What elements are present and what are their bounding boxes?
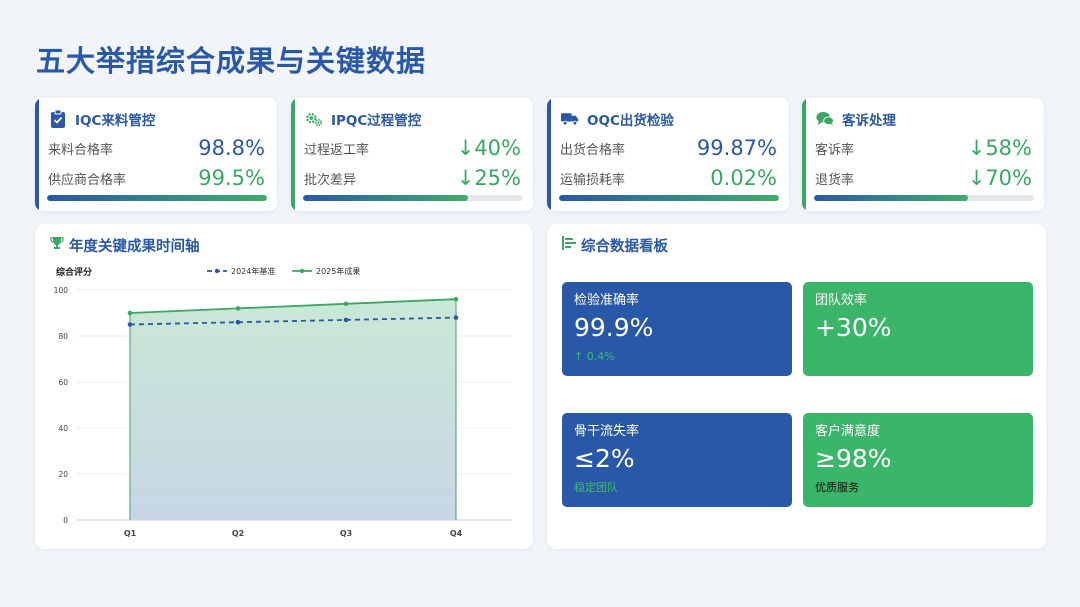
kpi-label: 来料合格率 (48, 142, 114, 158)
series-point (127, 322, 133, 327)
tile-sub: 稳定团队 (574, 481, 618, 494)
tile-label: 骨干流失率 (574, 424, 640, 439)
kpi-card-ipqc: IPQC过程管控 过程返工率 ↓40% 批次差异 ↓25% (291, 98, 533, 211)
kpi-value: ↓25% (456, 166, 521, 190)
y-tick-label: 80 (58, 332, 68, 341)
bar-list-icon (562, 236, 576, 254)
y-tick-label: 60 (58, 378, 68, 387)
series-point (453, 315, 459, 320)
kpi-card-iqc: IQC来料管控 来料合格率 98.8% 供应商合格率 99.5% (35, 98, 277, 211)
tile-sub: 优质服务 (815, 481, 859, 494)
dashboard-title: 综合数据看板 (581, 238, 668, 255)
legend-marker (299, 268, 305, 274)
x-tick-label: Q1 (124, 529, 137, 538)
x-tick-label: Q2 (232, 529, 244, 538)
kpi-title: IPQC过程管控 (331, 113, 422, 129)
x-tick-label: Q4 (450, 529, 463, 538)
kpi-progress-fill (303, 195, 468, 201)
tile-value: ≤2% (574, 444, 635, 473)
kpi-progress-fill (814, 195, 968, 201)
kpi-title: OQC出货检验 (587, 113, 674, 129)
series-point (343, 317, 349, 323)
tile-label: 团队效率 (815, 293, 868, 308)
timeline-title: 年度关键成果时间轴 (69, 238, 200, 255)
chat-bubbles-icon (816, 110, 834, 128)
tile-value: +30% (815, 313, 892, 342)
kpi-value: ↓40% (456, 136, 521, 160)
timeline-line-chart: 0 20 40 60 80 100 综合评分 Q1 Q2 Q3 Q4 2024年基准 2025年成果 (54, 266, 512, 538)
kpi-value: 99.5% (198, 166, 265, 190)
series-line (129, 298, 457, 314)
tile-value: 99.9% (574, 313, 654, 342)
gears-icon (305, 110, 323, 128)
kpi-card-oqc: OQC出货检验 出货合格率 99.87% 运输损耗率 0.02% (547, 98, 789, 211)
kpi-label: 运输损耗率 (560, 172, 626, 188)
dashboard-panel: 综合数据看板 检验准确率 99.9% ↑ 0.4% 团队效率 +30% 骨干流失… (547, 224, 1046, 549)
series-area (130, 299, 456, 520)
kpi-accent (802, 98, 806, 211)
truck-icon (561, 110, 579, 128)
kpi-label: 出货合格率 (560, 142, 626, 158)
tile-attrition-rate: 骨干流失率 ≤2% 稳定团队 (562, 413, 792, 507)
kpi-value: 0.02% (710, 166, 777, 190)
series-point (235, 306, 241, 311)
tile-value: ≥98% (815, 444, 892, 473)
kpi-label: 批次差异 (304, 172, 357, 188)
kpi-value: ↓70% (967, 166, 1032, 190)
tile-label: 检验准确率 (574, 293, 640, 308)
kpi-accent (291, 98, 295, 211)
y-axis-label: 综合评分 (56, 266, 92, 278)
kpi-progress-bar (559, 195, 779, 201)
x-tick-label: Q3 (340, 529, 352, 538)
tile-inspection-accuracy: 检验准确率 99.9% ↑ 0.4% (562, 282, 792, 376)
y-tick-label: 40 (58, 424, 68, 433)
tile-sub: ↑ 0.4% (574, 350, 615, 363)
legend-label: 2025年成果 (316, 266, 360, 276)
tile-customer-satisfaction: 客户满意度 ≥98% 优质服务 (803, 413, 1033, 507)
kpi-label: 退货率 (815, 172, 855, 188)
series-point (453, 296, 459, 302)
kpi-label: 客诉率 (815, 142, 855, 158)
kpi-title: 客诉处理 (842, 113, 896, 129)
kpi-progress-bar (303, 195, 523, 201)
tile-label: 客户满意度 (815, 424, 881, 439)
legend-label: 2024年基准 (231, 266, 275, 276)
kpi-progress-fill (47, 195, 267, 201)
kpi-title: IQC来料管控 (75, 113, 156, 129)
y-tick-label: 20 (58, 470, 68, 479)
kpi-progress-fill (559, 195, 779, 201)
clipboard-check-icon (49, 110, 67, 128)
kpi-label: 过程返工率 (304, 142, 370, 158)
trophy-icon (50, 236, 64, 254)
kpi-progress-bar (814, 195, 1034, 201)
kpi-value: ↓58% (967, 136, 1032, 160)
kpi-accent (35, 98, 39, 211)
kpi-value: 98.8% (198, 136, 265, 160)
kpi-label: 供应商合格率 (48, 172, 127, 188)
tile-team-efficiency: 团队效率 +30% (803, 282, 1033, 376)
legend-marker (214, 268, 220, 274)
page-title: 五大举措综合成果与关键数据 (36, 44, 427, 78)
y-tick-label: 100 (54, 286, 69, 295)
kpi-progress-bar (47, 195, 267, 201)
kpi-accent (547, 98, 551, 211)
kpi-value: 99.87% (696, 136, 777, 160)
y-tick-label: 0 (63, 516, 68, 525)
series-point (127, 310, 133, 316)
timeline-panel: 年度关键成果时间轴 0 20 40 60 80 100 综合评分 Q1 Q2 Q3 Q4 2024年基… (35, 224, 533, 549)
series-point (235, 319, 241, 325)
kpi-card-complaint: 客诉处理 客诉率 ↓58% 退货率 ↓70% (802, 98, 1044, 211)
series-point (343, 301, 349, 307)
series-line (129, 316, 457, 326)
